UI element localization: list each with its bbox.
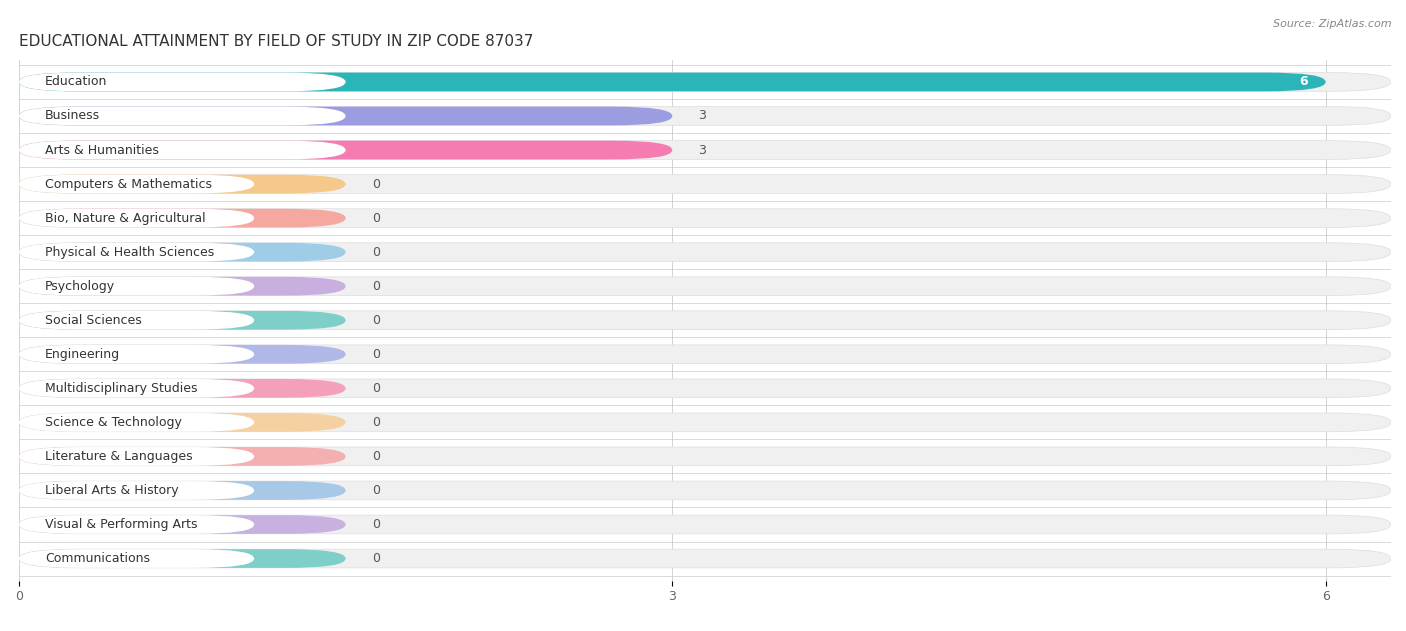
FancyBboxPatch shape	[20, 175, 346, 194]
FancyBboxPatch shape	[20, 481, 346, 500]
FancyBboxPatch shape	[20, 345, 1391, 363]
Text: 3: 3	[699, 110, 706, 122]
FancyBboxPatch shape	[20, 311, 1391, 329]
FancyBboxPatch shape	[20, 379, 254, 398]
Text: Visual & Performing Arts: Visual & Performing Arts	[45, 518, 198, 531]
Text: 0: 0	[371, 450, 380, 463]
FancyBboxPatch shape	[20, 413, 346, 432]
FancyBboxPatch shape	[20, 447, 254, 466]
Text: Education: Education	[45, 76, 107, 88]
FancyBboxPatch shape	[20, 243, 346, 261]
Text: Literature & Languages: Literature & Languages	[45, 450, 193, 463]
FancyBboxPatch shape	[20, 277, 1391, 295]
Text: Engineering: Engineering	[45, 348, 121, 361]
FancyBboxPatch shape	[20, 549, 346, 568]
Text: Physical & Health Sciences: Physical & Health Sciences	[45, 245, 214, 259]
Text: Business: Business	[45, 110, 100, 122]
FancyBboxPatch shape	[20, 175, 1391, 194]
FancyBboxPatch shape	[20, 141, 1391, 160]
FancyBboxPatch shape	[20, 481, 1391, 500]
FancyBboxPatch shape	[20, 209, 254, 227]
FancyBboxPatch shape	[20, 141, 672, 160]
Text: 0: 0	[371, 518, 380, 531]
Text: 0: 0	[371, 416, 380, 429]
Text: 0: 0	[371, 245, 380, 259]
FancyBboxPatch shape	[20, 311, 346, 329]
Text: Communications: Communications	[45, 552, 150, 565]
FancyBboxPatch shape	[20, 549, 254, 568]
Text: EDUCATIONAL ATTAINMENT BY FIELD OF STUDY IN ZIP CODE 87037: EDUCATIONAL ATTAINMENT BY FIELD OF STUDY…	[20, 34, 533, 49]
FancyBboxPatch shape	[20, 277, 254, 295]
FancyBboxPatch shape	[20, 73, 1391, 91]
Text: Psychology: Psychology	[45, 280, 115, 293]
Text: Computers & Mathematics: Computers & Mathematics	[45, 177, 212, 191]
FancyBboxPatch shape	[20, 73, 1326, 91]
FancyBboxPatch shape	[20, 549, 1391, 568]
Text: 0: 0	[371, 552, 380, 565]
FancyBboxPatch shape	[20, 413, 254, 432]
FancyBboxPatch shape	[20, 345, 254, 363]
Text: Source: ZipAtlas.com: Source: ZipAtlas.com	[1274, 19, 1392, 29]
Text: 6: 6	[1299, 76, 1308, 88]
FancyBboxPatch shape	[20, 107, 346, 126]
Text: 0: 0	[371, 177, 380, 191]
FancyBboxPatch shape	[20, 209, 1391, 227]
FancyBboxPatch shape	[20, 515, 254, 534]
FancyBboxPatch shape	[20, 311, 254, 329]
FancyBboxPatch shape	[20, 107, 672, 126]
FancyBboxPatch shape	[20, 413, 1391, 432]
FancyBboxPatch shape	[20, 209, 346, 227]
Text: 0: 0	[371, 348, 380, 361]
Text: 0: 0	[371, 314, 380, 327]
FancyBboxPatch shape	[20, 73, 346, 91]
Text: 0: 0	[371, 382, 380, 395]
Text: 0: 0	[371, 280, 380, 293]
Text: 3: 3	[699, 143, 706, 156]
FancyBboxPatch shape	[20, 107, 1391, 126]
FancyBboxPatch shape	[20, 379, 1391, 398]
Text: Multidisciplinary Studies: Multidisciplinary Studies	[45, 382, 198, 395]
FancyBboxPatch shape	[20, 345, 346, 363]
Text: Bio, Nature & Agricultural: Bio, Nature & Agricultural	[45, 211, 205, 225]
Text: Science & Technology: Science & Technology	[45, 416, 181, 429]
FancyBboxPatch shape	[20, 141, 346, 160]
FancyBboxPatch shape	[20, 447, 346, 466]
Text: Social Sciences: Social Sciences	[45, 314, 142, 327]
Text: Arts & Humanities: Arts & Humanities	[45, 143, 159, 156]
FancyBboxPatch shape	[20, 481, 254, 500]
FancyBboxPatch shape	[20, 243, 1391, 261]
FancyBboxPatch shape	[20, 175, 254, 194]
FancyBboxPatch shape	[20, 447, 1391, 466]
Text: 0: 0	[371, 211, 380, 225]
FancyBboxPatch shape	[20, 379, 346, 398]
FancyBboxPatch shape	[20, 515, 1391, 534]
FancyBboxPatch shape	[20, 515, 346, 534]
FancyBboxPatch shape	[20, 277, 346, 295]
Text: 0: 0	[371, 484, 380, 497]
FancyBboxPatch shape	[20, 243, 254, 261]
Text: Liberal Arts & History: Liberal Arts & History	[45, 484, 179, 497]
